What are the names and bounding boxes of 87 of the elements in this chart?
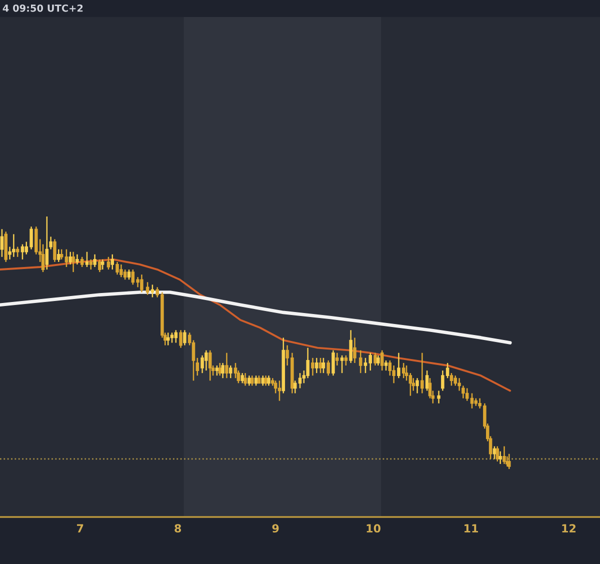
x-tick-label: 10 [366,524,380,533]
candlestick [45,216,49,270]
candlestick [204,350,208,372]
candlestick [402,362,406,379]
candlestick [470,392,474,410]
candlestick [93,254,96,268]
candlestick [353,337,356,364]
candlestick [208,350,212,382]
candlestick [332,350,335,376]
candlestick [416,377,419,394]
candlestick [384,360,388,372]
candlestick [0,228,4,258]
candlestick [100,258,104,270]
candlestick [340,354,344,374]
candlestick [127,268,131,280]
candlestick [244,372,247,386]
candlestick [12,234,16,258]
candlestick [80,256,84,268]
candlestick [72,251,75,273]
candlestick [326,360,330,376]
text: 4 09:50 UTC+2 [2,4,83,12]
candlestick [53,238,56,263]
candlestick [218,362,222,376]
candlestick [250,374,254,386]
candlestick [16,246,20,258]
candlestick [437,390,440,404]
candlestick [498,450,502,465]
candlestick [110,254,114,270]
candlestick [179,330,182,348]
x-tick-label: 12 [562,524,576,532]
candlestick [60,248,64,260]
candlestick [196,357,200,376]
candlestick [221,362,224,379]
candlestick [349,330,352,364]
candlestick [261,374,264,386]
candlestick [380,350,384,372]
candlestick [68,251,72,266]
candlestick [274,380,278,394]
candlestick [120,264,123,278]
candlestick [248,374,251,386]
candlestick [140,274,144,293]
candlestick [374,352,377,366]
candlestick [89,258,93,270]
candlestick [322,357,326,374]
x-tick-label: 11 [464,524,478,532]
candlestick [336,352,339,366]
candlestick [225,352,228,379]
candlestick [85,251,89,268]
candlestick [254,374,258,386]
candlestick [57,248,60,263]
candlestick [298,372,302,389]
x-tick-label: 7 [77,524,84,532]
candlestick [454,374,458,386]
candlestick [358,350,362,374]
candlestick [392,364,396,384]
candlestick [234,362,238,379]
candlestick [404,364,408,382]
candlestick [397,352,400,379]
candlestick [311,357,314,376]
candlestick [267,374,270,386]
candlestick [306,347,310,379]
candlestick [76,254,79,266]
x-tick-label: 9 [272,524,279,533]
candlestick [106,256,110,270]
candlestick [344,354,348,366]
candlestick [420,352,424,394]
candlestick [264,374,268,386]
candlestick [314,357,318,374]
candlestick [174,330,178,344]
candlestick [450,372,454,386]
candlestick [408,372,412,396]
candlestick [240,372,244,384]
candlestick [293,380,297,394]
candlestick [376,354,380,366]
candlestick [98,258,102,273]
candlestick [200,354,204,374]
candlestick [425,370,429,392]
candlestick [228,364,232,379]
candlestick [64,248,68,268]
candlestick [492,446,496,460]
candlestick [116,261,119,276]
candlestick [183,330,186,346]
x-tick-label: 8 [174,524,182,533]
candlestick [123,268,127,280]
candlestick [318,357,322,374]
candlestick [502,446,506,465]
candlestick [20,244,24,260]
